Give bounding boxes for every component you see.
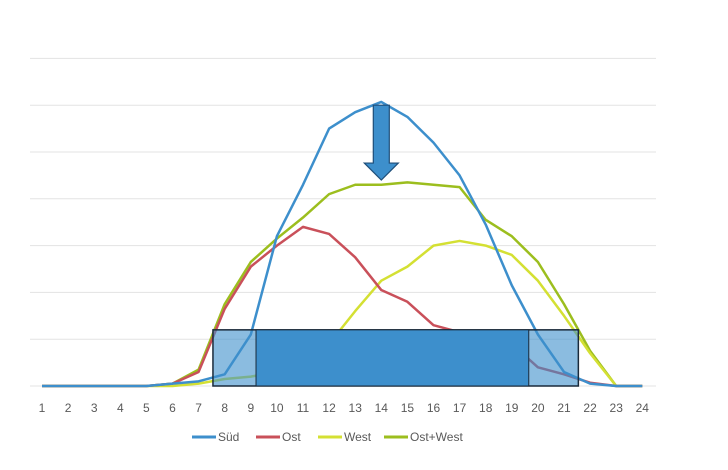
- x-tick-label: 17: [453, 401, 467, 415]
- gridlines: [30, 57, 656, 387]
- x-tick-label: 1: [39, 401, 46, 415]
- x-tick-label: 3: [91, 401, 98, 415]
- x-tick-label: 12: [322, 401, 336, 415]
- legend-item: West: [318, 430, 372, 444]
- legend-label: Ost+West: [410, 430, 463, 444]
- x-tick-label: 8: [221, 401, 228, 415]
- legend-label: Ost: [282, 430, 301, 444]
- x-tick-label: 16: [427, 401, 441, 415]
- inner-band: [255, 329, 530, 387]
- annotations: [212, 104, 580, 387]
- legend-label: Süd: [218, 430, 239, 444]
- x-tick-label: 19: [505, 401, 519, 415]
- x-tick-label: 23: [610, 401, 624, 415]
- legend-item: Süd: [192, 430, 239, 444]
- x-tick-label: 21: [557, 401, 571, 415]
- x-tick-label: 4: [117, 401, 124, 415]
- x-tick-label: 18: [479, 401, 493, 415]
- down-arrow-icon: [362, 104, 400, 181]
- legend-label: West: [344, 430, 372, 444]
- x-tick-label: 22: [583, 401, 597, 415]
- x-tick-label: 24: [636, 401, 650, 415]
- x-axis-ticks: 1 2 3 4 5 6 7 8 9 10 11 12 13 14 15 16 17 18 19 20 21 22 23 24: [39, 401, 650, 415]
- x-tick-label: 2: [65, 401, 72, 415]
- x-tick-label: 9: [247, 401, 254, 415]
- legend-item: Ost+West: [384, 430, 463, 444]
- x-tick-label: 14: [375, 401, 389, 415]
- x-tick-label: 11: [297, 401, 310, 415]
- x-tick-label: 5: [143, 401, 150, 415]
- x-tick-label: 10: [270, 401, 284, 415]
- legend: Süd Ost West Ost+West: [192, 430, 463, 444]
- x-tick-label: 20: [531, 401, 545, 415]
- x-tick-label: 7: [195, 401, 202, 415]
- legend-item: Ost: [256, 430, 301, 444]
- x-tick-label: 15: [401, 401, 415, 415]
- x-tick-label: 13: [349, 401, 363, 415]
- x-tick-label: 6: [169, 401, 176, 415]
